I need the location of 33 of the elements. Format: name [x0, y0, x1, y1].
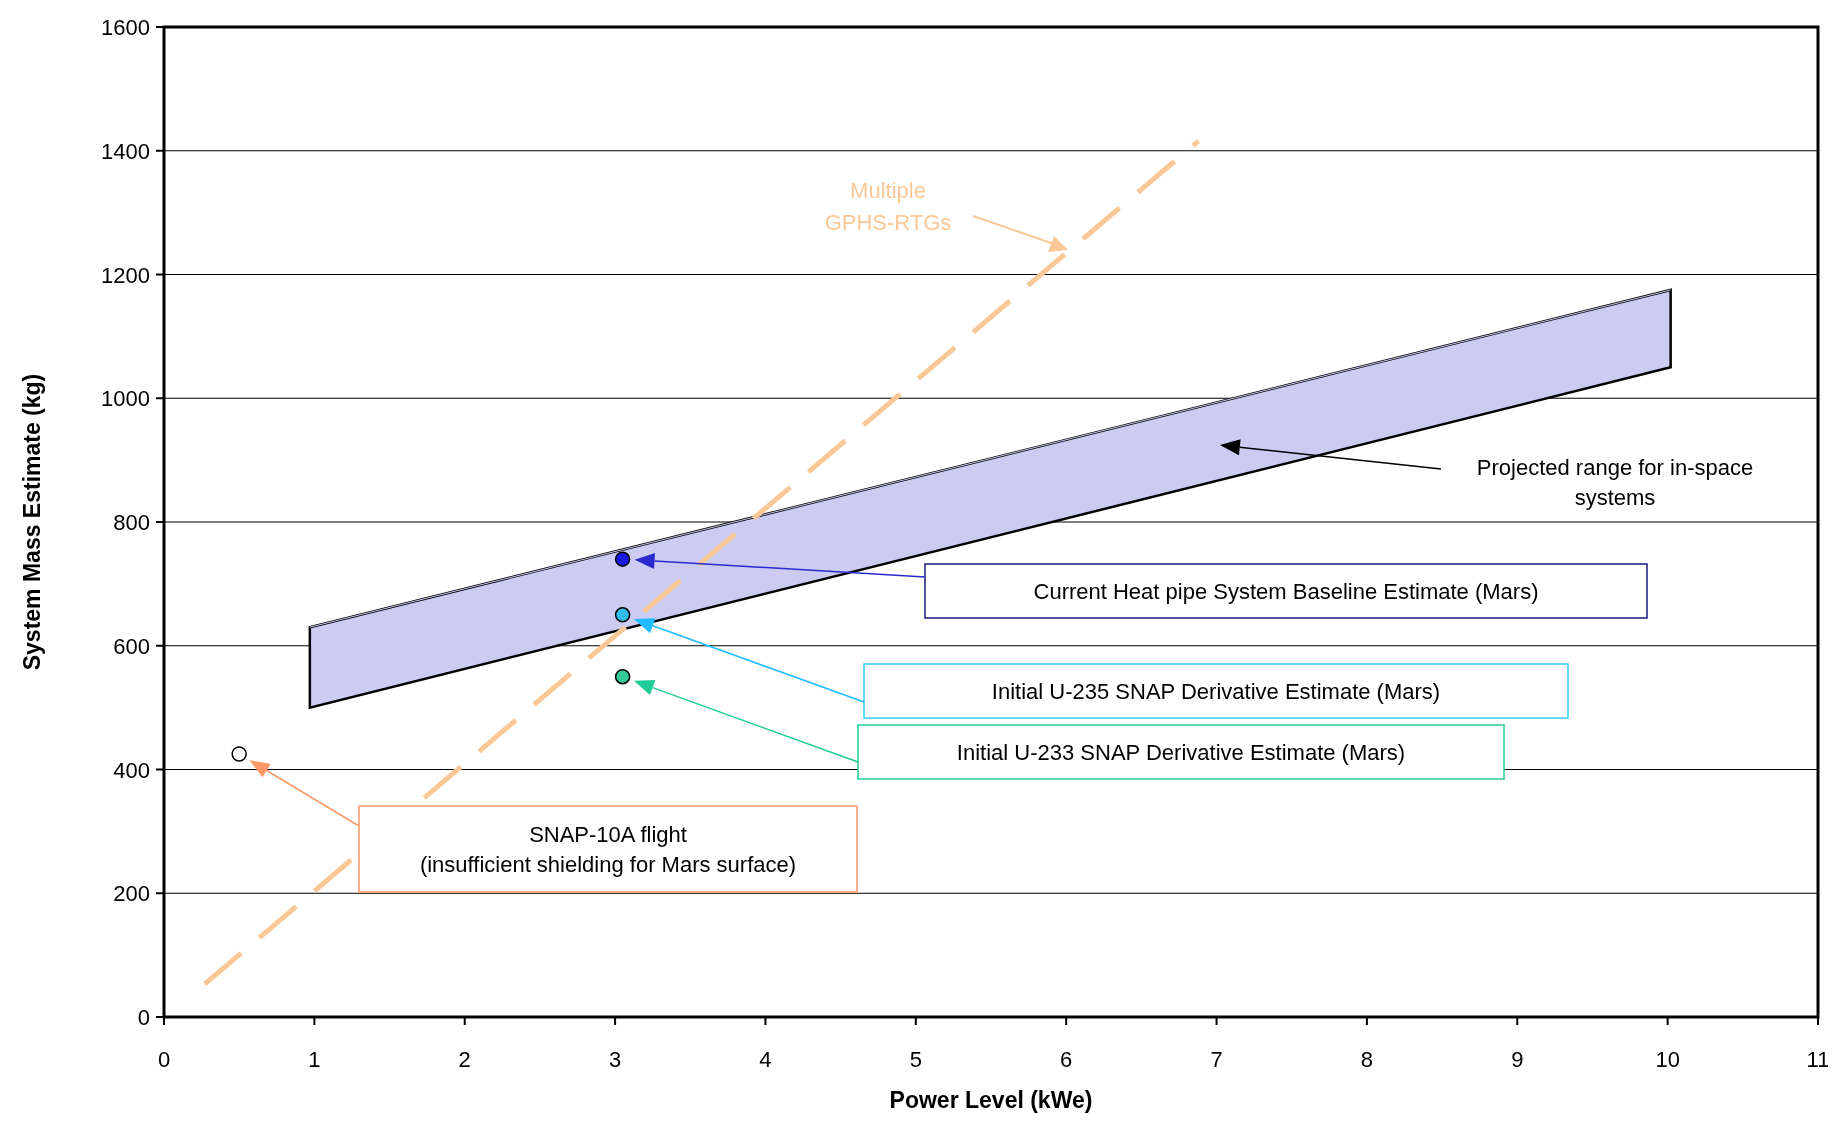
x-tick-label: 4: [759, 1047, 772, 1072]
y-tick-label: 1200: [101, 262, 150, 288]
annotation: Initial U-235 SNAP Derivative Estimate (Mars): [991, 679, 1441, 704]
x-tick-label: 0: [157, 1047, 171, 1072]
x-tick-label: 9: [1511, 1047, 1524, 1072]
annotation: Initial U-233 SNAP Derivative Estimate (Mars): [956, 740, 1406, 765]
annotation: Current Heat pipe System Baseline Estimate (Mars): [1033, 579, 1539, 604]
x-axis-title: Power Level (kWe): [889, 1087, 1093, 1113]
annotation: SNAP-10A flight (insufficient shielding for Mars surface): [419, 822, 797, 877]
y-tick-label: 0: [137, 1005, 150, 1030]
x-tick-label: 8: [1360, 1047, 1374, 1072]
x-tick-label: 10: [1655, 1047, 1680, 1072]
y-tick-label: 800: [113, 510, 150, 535]
point: [614, 668, 631, 685]
point: [614, 607, 631, 623]
x-tick-label: 1: [308, 1047, 321, 1072]
y-tick-label: 400: [113, 757, 150, 783]
x-tick-label: 5: [909, 1047, 922, 1072]
text: Multiple GPHS-RTGs: [824, 178, 952, 235]
x-tick-label: 3: [608, 1047, 622, 1072]
x-tick-label: 6: [1060, 1047, 1073, 1072]
y-tick-label: 200: [113, 881, 150, 907]
y-tick-label: 600: [113, 633, 150, 659]
x-tick-label: 2: [458, 1047, 471, 1072]
annotation: Projected range for in-space systems: [1476, 455, 1754, 510]
x-tick-label: 11: [1806, 1047, 1830, 1072]
y-axis-title: System Mass Estimate (kg): [19, 373, 45, 671]
y-tick-label: 1000: [101, 386, 150, 412]
point: [614, 551, 631, 567]
y-tick-label: 1400: [101, 138, 150, 164]
x-tick-label: 7: [1210, 1047, 1223, 1072]
point: [231, 746, 247, 762]
y-tick-label: 1600: [101, 15, 150, 40]
